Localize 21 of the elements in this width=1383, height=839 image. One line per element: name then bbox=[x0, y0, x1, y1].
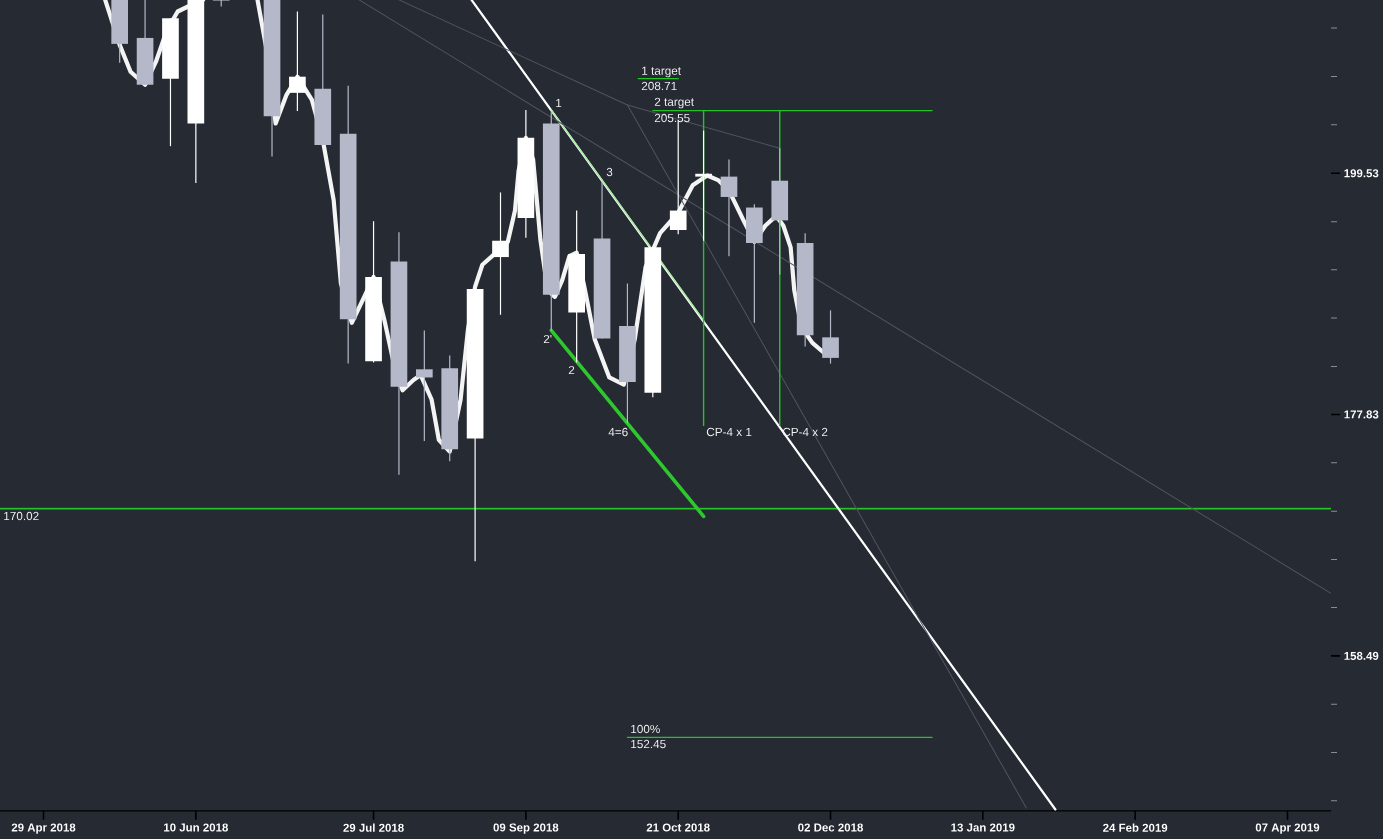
annotation: 3 bbox=[606, 167, 613, 177]
x-tick-label: 07 Apr 2019 bbox=[1255, 823, 1320, 834]
annotation: CP-4 x 1 bbox=[706, 427, 752, 437]
x-tick-label: 10 Jun 2018 bbox=[164, 823, 228, 832]
x-tick-label: 02 Dec 2018 bbox=[798, 823, 863, 832]
annotation: CP-4 x 2 bbox=[782, 427, 828, 437]
annotation: 100% bbox=[631, 724, 660, 734]
x-tick-label: 29 Jul 2018 bbox=[343, 823, 404, 832]
ref-line-label: 170.02 bbox=[4, 511, 39, 521]
x-tick-label: 29 Apr 2018 bbox=[11, 823, 76, 834]
annotation: 4=6 bbox=[608, 427, 628, 437]
x-tick-label: 21 Oct 2018 bbox=[646, 823, 710, 832]
y-tick-label: 158.49 bbox=[1344, 651, 1379, 660]
annotation: 2' bbox=[543, 334, 552, 344]
y-tick-label: 199.53 bbox=[1344, 169, 1379, 178]
annotation: 2 bbox=[568, 365, 575, 375]
annotation: 152.45 bbox=[631, 739, 666, 749]
x-tick-label: 24 Feb 2019 bbox=[1103, 823, 1168, 832]
y-tick-label: 177.83 bbox=[1344, 410, 1379, 419]
x-tick-label: 09 Sep 2018 bbox=[493, 823, 559, 834]
x-tick-label: 13 Jan 2019 bbox=[951, 823, 1015, 832]
